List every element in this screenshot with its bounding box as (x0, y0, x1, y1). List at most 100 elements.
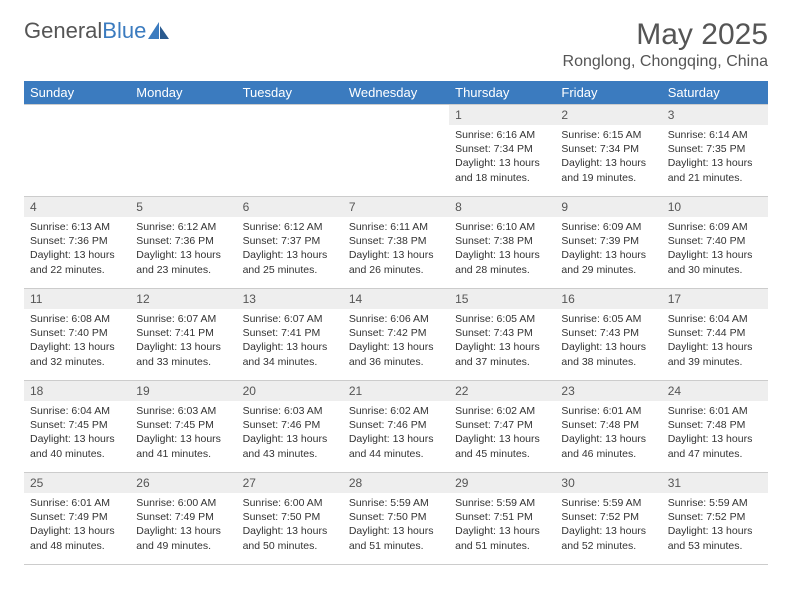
day-number: 29 (449, 473, 555, 493)
day-info: Sunrise: 6:11 AMSunset: 7:38 PMDaylight:… (343, 217, 449, 281)
sunset-text: Sunset: 7:39 PM (561, 234, 655, 248)
sunset-text: Sunset: 7:49 PM (136, 510, 230, 524)
day-info: Sunrise: 5:59 AMSunset: 7:52 PMDaylight:… (662, 493, 768, 557)
day-info: Sunrise: 6:08 AMSunset: 7:40 PMDaylight:… (24, 309, 130, 373)
sunset-text: Sunset: 7:35 PM (668, 142, 762, 156)
daylight-text: Daylight: 13 hours and 39 minutes. (668, 340, 762, 368)
calendar-day-cell: 15Sunrise: 6:05 AMSunset: 7:43 PMDayligh… (449, 289, 555, 381)
day-info: Sunrise: 5:59 AMSunset: 7:51 PMDaylight:… (449, 493, 555, 557)
calendar-day-cell: 1Sunrise: 6:16 AMSunset: 7:34 PMDaylight… (449, 105, 555, 197)
day-number: 13 (237, 289, 343, 309)
daylight-text: Daylight: 13 hours and 52 minutes. (561, 524, 655, 552)
calendar-day-cell: 24Sunrise: 6:01 AMSunset: 7:48 PMDayligh… (662, 381, 768, 473)
daylight-text: Daylight: 13 hours and 32 minutes. (30, 340, 124, 368)
sunrise-text: Sunrise: 6:12 AM (136, 220, 230, 234)
daylight-text: Daylight: 13 hours and 51 minutes. (349, 524, 443, 552)
daylight-text: Daylight: 13 hours and 53 minutes. (668, 524, 762, 552)
daylight-text: Daylight: 13 hours and 40 minutes. (30, 432, 124, 460)
day-number: 31 (662, 473, 768, 493)
sunset-text: Sunset: 7:52 PM (668, 510, 762, 524)
day-info: Sunrise: 6:15 AMSunset: 7:34 PMDaylight:… (555, 125, 661, 189)
calendar-day-cell: 21Sunrise: 6:02 AMSunset: 7:46 PMDayligh… (343, 381, 449, 473)
calendar-day-cell (343, 105, 449, 197)
day-info: Sunrise: 6:05 AMSunset: 7:43 PMDaylight:… (555, 309, 661, 373)
day-number: 28 (343, 473, 449, 493)
sunset-text: Sunset: 7:42 PM (349, 326, 443, 340)
day-number: 8 (449, 197, 555, 217)
sunrise-text: Sunrise: 6:15 AM (561, 128, 655, 142)
day-number: 6 (237, 197, 343, 217)
daylight-text: Daylight: 13 hours and 28 minutes. (455, 248, 549, 276)
day-info: Sunrise: 6:05 AMSunset: 7:43 PMDaylight:… (449, 309, 555, 373)
logo-text-2: Blue (102, 18, 146, 44)
day-number: 2 (555, 105, 661, 125)
calendar-day-cell: 6Sunrise: 6:12 AMSunset: 7:37 PMDaylight… (237, 197, 343, 289)
weekday-header: Wednesday (343, 81, 449, 105)
sunrise-text: Sunrise: 6:05 AM (561, 312, 655, 326)
day-number: 21 (343, 381, 449, 401)
sunrise-text: Sunrise: 5:59 AM (455, 496, 549, 510)
weekday-header-row: Sunday Monday Tuesday Wednesday Thursday… (24, 81, 768, 105)
sunset-text: Sunset: 7:41 PM (243, 326, 337, 340)
daylight-text: Daylight: 13 hours and 26 minutes. (349, 248, 443, 276)
calendar-day-cell: 2Sunrise: 6:15 AMSunset: 7:34 PMDaylight… (555, 105, 661, 197)
sunset-text: Sunset: 7:36 PM (136, 234, 230, 248)
sunset-text: Sunset: 7:44 PM (668, 326, 762, 340)
calendar-day-cell: 4Sunrise: 6:13 AMSunset: 7:36 PMDaylight… (24, 197, 130, 289)
sunrise-text: Sunrise: 5:59 AM (349, 496, 443, 510)
sunrise-text: Sunrise: 6:09 AM (561, 220, 655, 234)
day-info: Sunrise: 6:02 AMSunset: 7:46 PMDaylight:… (343, 401, 449, 465)
day-info: Sunrise: 6:01 AMSunset: 7:48 PMDaylight:… (555, 401, 661, 465)
day-number: 25 (24, 473, 130, 493)
calendar-day-cell (130, 105, 236, 197)
sunrise-text: Sunrise: 6:05 AM (455, 312, 549, 326)
weekday-header: Friday (555, 81, 661, 105)
daylight-text: Daylight: 13 hours and 44 minutes. (349, 432, 443, 460)
day-number: 9 (555, 197, 661, 217)
logo-text-1: General (24, 18, 102, 44)
calendar-day-cell (237, 105, 343, 197)
day-info: Sunrise: 6:07 AMSunset: 7:41 PMDaylight:… (130, 309, 236, 373)
daylight-text: Daylight: 13 hours and 29 minutes. (561, 248, 655, 276)
calendar-day-cell (24, 105, 130, 197)
sunset-text: Sunset: 7:49 PM (30, 510, 124, 524)
calendar-day-cell: 11Sunrise: 6:08 AMSunset: 7:40 PMDayligh… (24, 289, 130, 381)
day-info: Sunrise: 6:04 AMSunset: 7:45 PMDaylight:… (24, 401, 130, 465)
sunset-text: Sunset: 7:50 PM (349, 510, 443, 524)
sunset-text: Sunset: 7:41 PM (136, 326, 230, 340)
daylight-text: Daylight: 13 hours and 45 minutes. (455, 432, 549, 460)
day-number: 14 (343, 289, 449, 309)
day-info: Sunrise: 6:09 AMSunset: 7:39 PMDaylight:… (555, 217, 661, 281)
day-info: Sunrise: 6:14 AMSunset: 7:35 PMDaylight:… (662, 125, 768, 189)
day-number: 1 (449, 105, 555, 125)
daylight-text: Daylight: 13 hours and 38 minutes. (561, 340, 655, 368)
sunrise-text: Sunrise: 6:07 AM (243, 312, 337, 326)
weekday-header: Thursday (449, 81, 555, 105)
calendar-day-cell: 8Sunrise: 6:10 AMSunset: 7:38 PMDaylight… (449, 197, 555, 289)
month-title: May 2025 (563, 18, 768, 51)
day-info: Sunrise: 6:04 AMSunset: 7:44 PMDaylight:… (662, 309, 768, 373)
weekday-header: Saturday (662, 81, 768, 105)
location: Ronglong, Chongqing, China (563, 53, 768, 71)
sunset-text: Sunset: 7:45 PM (136, 418, 230, 432)
sunrise-text: Sunrise: 6:13 AM (30, 220, 124, 234)
calendar-day-cell: 9Sunrise: 6:09 AMSunset: 7:39 PMDaylight… (555, 197, 661, 289)
sunset-text: Sunset: 7:38 PM (349, 234, 443, 248)
calendar-day-cell: 12Sunrise: 6:07 AMSunset: 7:41 PMDayligh… (130, 289, 236, 381)
sunrise-text: Sunrise: 6:14 AM (668, 128, 762, 142)
daylight-text: Daylight: 13 hours and 25 minutes. (243, 248, 337, 276)
calendar-day-cell: 27Sunrise: 6:00 AMSunset: 7:50 PMDayligh… (237, 473, 343, 565)
day-info: Sunrise: 6:02 AMSunset: 7:47 PMDaylight:… (449, 401, 555, 465)
sunrise-text: Sunrise: 6:07 AM (136, 312, 230, 326)
daylight-text: Daylight: 13 hours and 41 minutes. (136, 432, 230, 460)
day-number: 7 (343, 197, 449, 217)
day-number: 23 (555, 381, 661, 401)
sunset-text: Sunset: 7:34 PM (455, 142, 549, 156)
day-info: Sunrise: 6:06 AMSunset: 7:42 PMDaylight:… (343, 309, 449, 373)
day-number: 30 (555, 473, 661, 493)
calendar-week-row: 1Sunrise: 6:16 AMSunset: 7:34 PMDaylight… (24, 105, 768, 197)
calendar-day-cell: 25Sunrise: 6:01 AMSunset: 7:49 PMDayligh… (24, 473, 130, 565)
day-info: Sunrise: 6:13 AMSunset: 7:36 PMDaylight:… (24, 217, 130, 281)
sunset-text: Sunset: 7:43 PM (455, 326, 549, 340)
sunrise-text: Sunrise: 6:04 AM (668, 312, 762, 326)
